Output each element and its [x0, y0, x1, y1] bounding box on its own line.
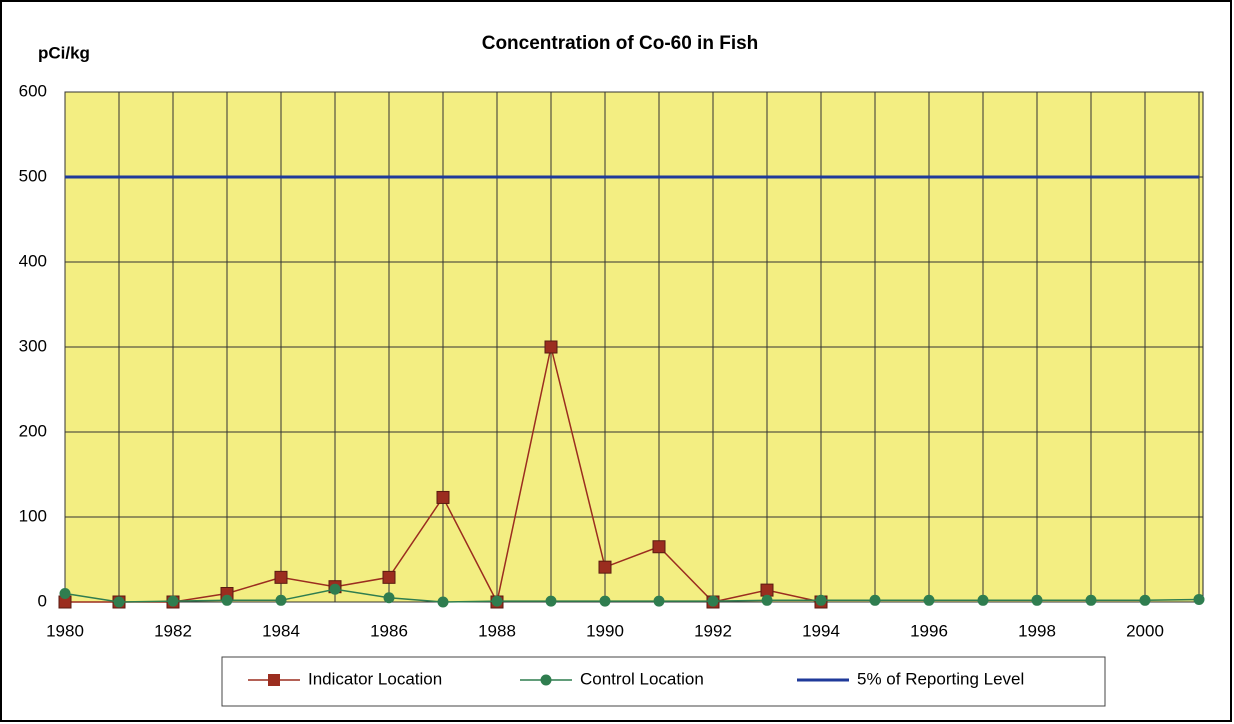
legend-label: Indicator Location	[308, 669, 442, 688]
marker	[869, 594, 881, 606]
marker	[1139, 594, 1151, 606]
x-tick-label: 1986	[370, 621, 408, 640]
marker	[760, 583, 774, 597]
marker	[113, 596, 125, 608]
x-tick-label: 1984	[262, 621, 300, 640]
marker	[544, 340, 558, 354]
marker	[275, 594, 287, 606]
y-tick-label: 300	[19, 336, 47, 355]
marker	[761, 594, 773, 606]
marker	[545, 595, 557, 607]
y-tick-label: 600	[19, 81, 47, 100]
y-tick-label: 100	[19, 506, 47, 525]
marker	[437, 596, 449, 608]
y-tick-label: 200	[19, 421, 47, 440]
marker	[815, 594, 827, 606]
marker	[598, 560, 612, 574]
y-axis-label: pCi/kg	[38, 43, 90, 62]
marker	[329, 583, 341, 595]
x-tick-label: 1988	[478, 621, 516, 640]
marker	[59, 588, 71, 599]
marker	[1085, 594, 1097, 606]
x-tick-label: 1994	[802, 621, 840, 640]
x-tick-label: 1982	[154, 621, 192, 640]
y-tick-label: 0	[38, 591, 47, 610]
x-tick-label: 1980	[46, 621, 84, 640]
legend-marker	[540, 674, 552, 686]
marker	[923, 594, 935, 606]
x-tick-label: 1992	[694, 621, 732, 640]
marker	[653, 595, 665, 607]
marker	[274, 570, 288, 584]
marker	[1193, 593, 1205, 605]
marker	[707, 595, 719, 607]
chart-title: Concentration of Co-60 in Fish	[482, 33, 759, 54]
marker	[383, 592, 395, 604]
marker	[436, 490, 450, 504]
marker	[221, 594, 233, 606]
y-tick-label: 500	[19, 166, 47, 185]
x-tick-label: 2000	[1126, 621, 1164, 640]
legend-label: 5% of Reporting Level	[857, 669, 1024, 688]
marker	[491, 595, 503, 607]
marker	[382, 570, 396, 584]
marker	[1031, 594, 1043, 606]
x-tick-label: 1990	[586, 621, 624, 640]
marker	[167, 595, 179, 607]
marker	[599, 595, 611, 607]
x-tick-label: 1996	[910, 621, 948, 640]
legend-marker	[268, 674, 280, 686]
legend	[221, 656, 1106, 707]
series-line	[64, 588, 1200, 603]
marker	[977, 594, 989, 606]
marker	[652, 540, 666, 554]
legend-label: Control Location	[580, 669, 704, 688]
x-tick-label: 1998	[1018, 621, 1056, 640]
y-tick-label: 400	[19, 251, 47, 270]
